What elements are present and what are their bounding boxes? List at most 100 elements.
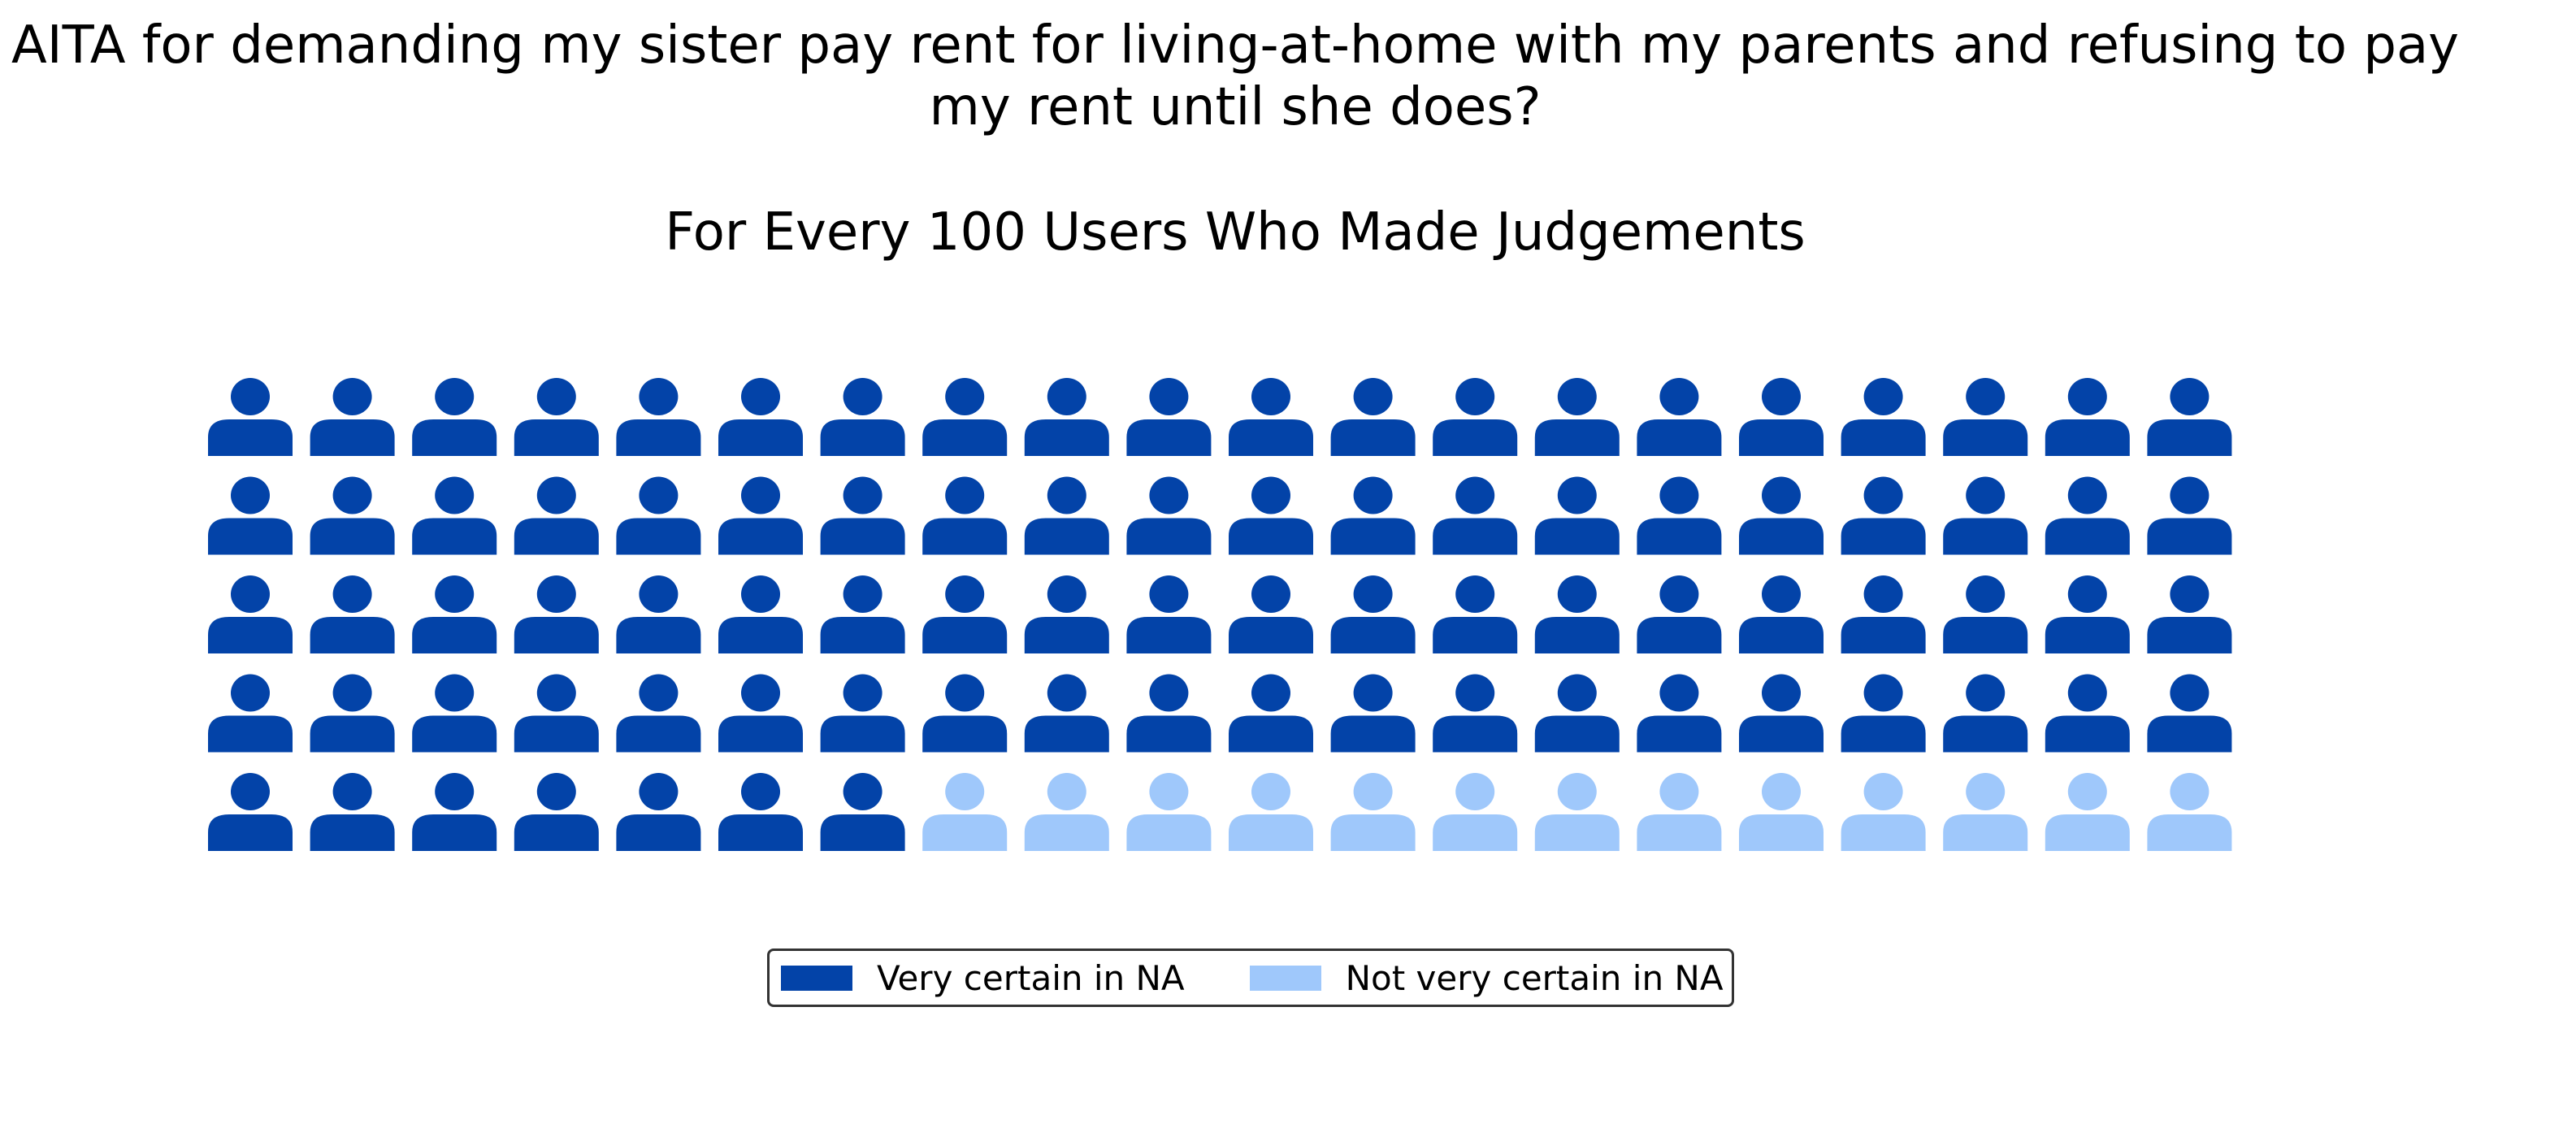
person-body <box>922 518 1008 555</box>
person-icon <box>1841 476 1926 555</box>
person-head <box>1047 378 1086 415</box>
person-body <box>718 419 803 456</box>
person-body <box>1534 715 1620 753</box>
person-body <box>2045 617 2130 653</box>
person-icon <box>1024 476 1109 555</box>
person-head <box>1353 773 1393 810</box>
person-icon <box>1024 674 1109 753</box>
person-icon <box>2147 674 2232 753</box>
person-head <box>1149 773 1189 810</box>
person-icon <box>514 674 599 753</box>
person-head <box>2170 773 2210 810</box>
person-head <box>1047 575 1086 613</box>
person-head <box>1455 476 1495 514</box>
person-icon <box>310 378 395 456</box>
person-body <box>1330 617 1416 653</box>
person-icon <box>1330 476 1416 555</box>
person-body <box>820 419 905 456</box>
person-head <box>1966 378 2006 415</box>
person-head <box>1149 575 1189 613</box>
person-body <box>208 617 293 653</box>
person-body <box>1024 617 1109 653</box>
person-head <box>536 773 576 810</box>
person-head <box>741 773 780 810</box>
person-head <box>1149 378 1189 415</box>
person-head <box>1047 674 1086 712</box>
person-icon <box>1229 575 1313 653</box>
person-icon <box>1943 378 2028 456</box>
person-body <box>1637 814 1722 851</box>
person-head <box>843 378 883 415</box>
person-icon <box>2045 773 2130 851</box>
person-icon <box>1229 476 1313 555</box>
person-body <box>1637 715 1722 753</box>
person-body <box>2147 814 2232 851</box>
person-head <box>1557 575 1597 613</box>
person-body <box>718 814 803 851</box>
person-body <box>718 518 803 555</box>
person-body <box>1126 715 1212 753</box>
person-body <box>208 715 293 753</box>
person-head <box>945 773 985 810</box>
person-head <box>1762 575 1801 613</box>
person-head <box>1966 476 2006 514</box>
person-icon <box>412 674 497 753</box>
person-body <box>718 617 803 653</box>
person-head <box>1047 476 1086 514</box>
person-body <box>616 617 701 653</box>
person-head <box>1251 476 1290 514</box>
person-icon <box>1126 378 1212 456</box>
person-head <box>1762 476 1801 514</box>
person-head <box>1762 378 1801 415</box>
person-body <box>2147 518 2232 555</box>
person-icon <box>2147 575 2232 653</box>
person-body <box>1126 814 1212 851</box>
person-head <box>843 575 883 613</box>
person-head <box>639 674 679 712</box>
person-icon <box>1433 476 1518 555</box>
person-head <box>843 773 883 810</box>
person-head <box>1455 674 1495 712</box>
person-body <box>1637 518 1722 555</box>
person-body <box>1229 814 1313 851</box>
person-icon <box>412 378 497 456</box>
person-body <box>1126 419 1212 456</box>
person-body <box>514 814 599 851</box>
person-head <box>2067 773 2107 810</box>
person-icon <box>1229 773 1313 851</box>
person-head <box>435 674 475 712</box>
person-icon <box>412 575 497 653</box>
person-body <box>1534 419 1620 456</box>
person-body <box>412 419 497 456</box>
person-icon <box>1943 476 2028 555</box>
person-head <box>1455 575 1495 613</box>
person-head <box>1149 476 1189 514</box>
person-body <box>1637 419 1722 456</box>
person-head <box>435 773 475 810</box>
person-head <box>741 378 780 415</box>
chart-subtitle: For Every 100 Users Who Made Judgements <box>665 202 1806 263</box>
person-head <box>1455 773 1495 810</box>
person-icon <box>1739 476 1824 555</box>
person-body <box>616 518 701 555</box>
person-head <box>639 773 679 810</box>
person-body <box>1637 617 1722 653</box>
person-head <box>741 575 780 613</box>
person-body <box>820 814 905 851</box>
person-body <box>412 518 497 555</box>
person-icon <box>616 476 701 555</box>
person-head <box>2170 575 2210 613</box>
person-head <box>1863 476 1903 514</box>
person-head <box>332 773 372 810</box>
person-body <box>1229 518 1313 555</box>
person-head <box>639 476 679 514</box>
person-head <box>332 476 372 514</box>
person-icon <box>2045 674 2130 753</box>
person-icon <box>1637 575 1722 653</box>
person-head <box>639 575 679 613</box>
person-icon <box>1534 378 1620 456</box>
person-head <box>1863 575 1903 613</box>
person-body <box>1330 419 1416 456</box>
person-icon <box>1739 575 1824 653</box>
person-body <box>1534 814 1620 851</box>
